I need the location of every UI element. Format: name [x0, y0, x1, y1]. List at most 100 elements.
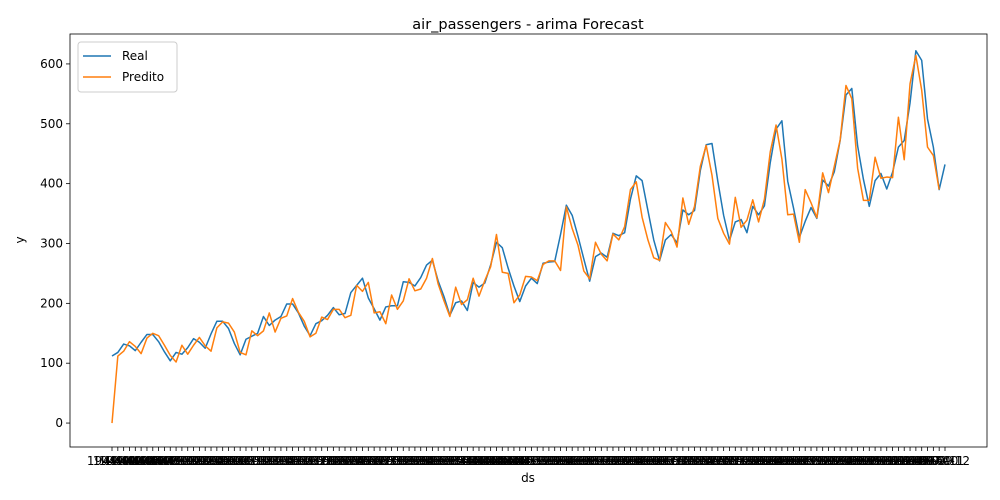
x-tick-label: 1953-10 [419, 454, 469, 468]
x-tick-label: 1955-04 [524, 454, 574, 468]
x-tick-label: 1951-07 [262, 454, 312, 468]
x-tick-label: 1951-10 [279, 454, 329, 468]
x-tick-label: 1949-05 [110, 454, 160, 468]
x-tick-label: 1950-01 [157, 454, 207, 468]
x-tick-label: 1957-09 [693, 454, 743, 468]
x-tick-label: 1956-10 [629, 454, 679, 468]
x-tick-label: 1960-05 [879, 454, 929, 468]
x-tick-label: 1959-03 [798, 454, 848, 468]
x-tick-label: 1957-06 [675, 454, 725, 468]
x-tick-label: 1959-08 [827, 454, 877, 468]
x-tick-label: 1956-08 [617, 454, 667, 468]
x-tick-label: 1954-03 [448, 454, 498, 468]
x-tick-label: 1956-07 [611, 454, 661, 468]
x-tick-label: 1953-08 [407, 454, 457, 468]
plot-frame [69, 33, 988, 448]
x-tick-label: 1951-05 [250, 454, 300, 468]
x-tick-label: 1958-07 [751, 454, 801, 468]
x-tick-label: 1949-02 [93, 454, 143, 468]
y-tick-label: 200 [40, 296, 63, 310]
x-tick-label: 1950-05 [180, 454, 230, 468]
x-tick-label: 1956-01 [576, 454, 626, 468]
x-tick-label: 1958-03 [728, 454, 778, 468]
x-tick-label: 1951-02 [233, 454, 283, 468]
x-tick-label: 1956-09 [623, 454, 673, 468]
legend: Real Predito [77, 41, 178, 93]
x-tick-label: 1956-11 [634, 454, 684, 468]
x-tick-label: 1949-09 [134, 454, 184, 468]
x-tick-label: 1955-06 [535, 454, 585, 468]
x-tick-label: 1953-11 [425, 454, 475, 468]
x-tick-label: 1949-10 [139, 454, 189, 468]
x-tick-label: 1959-02 [792, 454, 842, 468]
x-tick-label: 1949-07 [122, 454, 172, 468]
x-tick-label: 1960-09 [902, 454, 952, 468]
x-tick-label: 1954-07 [471, 454, 521, 468]
x-tick-label: 1955-08 [547, 454, 597, 468]
x-tick-label: 1950-10 [209, 454, 259, 468]
x-tick-label: 1955-02 [512, 454, 562, 468]
x-tick-label: 1953-06 [396, 454, 446, 468]
x-tick-label: 1957-07 [681, 454, 731, 468]
x-tick-label: 1959-11 [844, 454, 894, 468]
x-tick-label: 1951-12 [291, 454, 341, 468]
x-tick-label: 1955-10 [559, 454, 609, 468]
x-tick-label: 1952-07 [332, 454, 382, 468]
x-tick-label: 1949-11 [145, 454, 195, 468]
y-tick-label: 600 [40, 57, 63, 71]
x-tick-label: 1952-06 [326, 454, 376, 468]
x-tick-label: 1950-08 [198, 454, 248, 468]
x-tick-label: 1959-12 [850, 454, 900, 468]
legend-label-predito: Predito [122, 70, 164, 84]
y-axis-label: y [13, 236, 27, 243]
x-tick-label: 1958-12 [780, 454, 830, 468]
x-tick-label: 1958-09 [763, 454, 813, 468]
x-tick-label: 1950-11 [215, 454, 265, 468]
x-tick-label: 1958-05 [739, 454, 789, 468]
x-tick-label: 1959-09 [833, 454, 883, 468]
x-tick-label: 1951-03 [238, 454, 288, 468]
x-tick-label: 1953-03 [378, 454, 428, 468]
x-tick-label: 1959-05 [809, 454, 859, 468]
x-tick-label: 1953-12 [431, 454, 481, 468]
x-tick-label: 1955-05 [530, 454, 580, 468]
x-tick-label: 1957-08 [687, 454, 737, 468]
x-tick-label: 1960-02 [862, 454, 912, 468]
chart-title: air_passengers - arima Forecast [412, 17, 644, 33]
x-tick-label: 1952-10 [349, 454, 399, 468]
x-tick-label: 1952-09 [343, 454, 393, 468]
x-tick-label: 1958-10 [768, 454, 818, 468]
x-tick-label: 1950-03 [168, 454, 218, 468]
x-tick-label: 1958-01 [716, 454, 766, 468]
x-tick-label: 1954-06 [466, 454, 516, 468]
x-tick-label: 1954-10 [489, 454, 539, 468]
x-tick-label: 1954-05 [460, 454, 510, 468]
x-tick-label: 1956-05 [600, 454, 650, 468]
x-tick-label: 1951-09 [273, 454, 323, 468]
x-tick-label: 1960-11 [914, 454, 964, 468]
x-tick-label: 1958-08 [757, 454, 807, 468]
x-tick-label: 1959-07 [821, 454, 871, 468]
x-tick-label: 1954-04 [454, 454, 504, 468]
x-tick-label: 1960-10 [908, 454, 958, 468]
x-tick-label: 1951-06 [256, 454, 306, 468]
x-tick-label: 1959-10 [838, 454, 888, 468]
x-tick-label: 1954-09 [483, 454, 533, 468]
legend-label-real: Real [122, 49, 148, 63]
series-line-predito [111, 54, 940, 424]
y-tick-label: 400 [40, 177, 63, 191]
x-tick-label: 1953-04 [384, 454, 434, 468]
x-tick-label: 1950-07 [192, 454, 242, 468]
x-tick-label: 1952-11 [355, 454, 405, 468]
x-tick-label: 1951-08 [268, 454, 318, 468]
x-tick-label: 1953-05 [390, 454, 440, 468]
x-tick-label: 1957-11 [704, 454, 754, 468]
x-tick-label: 1954-01 [436, 454, 486, 468]
x-tick-label: 1950-04 [174, 454, 224, 468]
x-tick-label: 1950-06 [186, 454, 236, 468]
x-tick-label: 1956-03 [588, 454, 638, 468]
x-tick-label: 1954-11 [495, 454, 545, 468]
x-tick-label: 1959-06 [815, 454, 865, 468]
x-tick-label: 1957-12 [710, 454, 760, 468]
x-tick-label: 1954-12 [501, 454, 551, 468]
